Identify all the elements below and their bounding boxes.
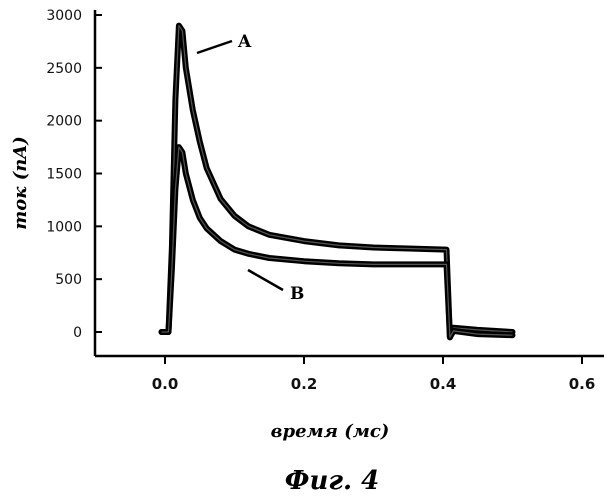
y-tick-label: 2500 — [46, 61, 82, 77]
x-tick-label: 0.6 — [569, 375, 596, 393]
y-ticks: 0 500 1000 1500 2000 2500 3000 — [46, 8, 102, 341]
y-axis-label: ток (nA) — [10, 136, 31, 230]
x-tick-label: 0.2 — [291, 375, 318, 393]
y-tick-label: 1500 — [46, 167, 82, 183]
annotation-leader-a — [197, 41, 232, 53]
y-tick-label: 0 — [73, 325, 82, 341]
annotation-label-b: B — [290, 284, 304, 304]
y-tick-label: 1000 — [46, 219, 82, 235]
annotation-leader-b — [248, 270, 283, 290]
annotation-label-a: A — [237, 32, 252, 52]
figure-caption: Фиг. 4 — [285, 466, 379, 496]
series-line-a — [162, 26, 513, 338]
y-tick-label: 2000 — [46, 114, 82, 130]
annotations: AB — [197, 32, 304, 304]
y-tick-label: 500 — [55, 272, 82, 288]
series-group — [162, 26, 513, 338]
x-ticks: 0.0 0.2 0.4 0.6 — [152, 356, 596, 393]
x-tick-label: 0.4 — [430, 375, 457, 393]
x-axis-label: время (мс) — [271, 421, 390, 442]
y-tick-label: 3000 — [46, 8, 82, 24]
x-tick-label: 0.0 — [152, 375, 179, 393]
